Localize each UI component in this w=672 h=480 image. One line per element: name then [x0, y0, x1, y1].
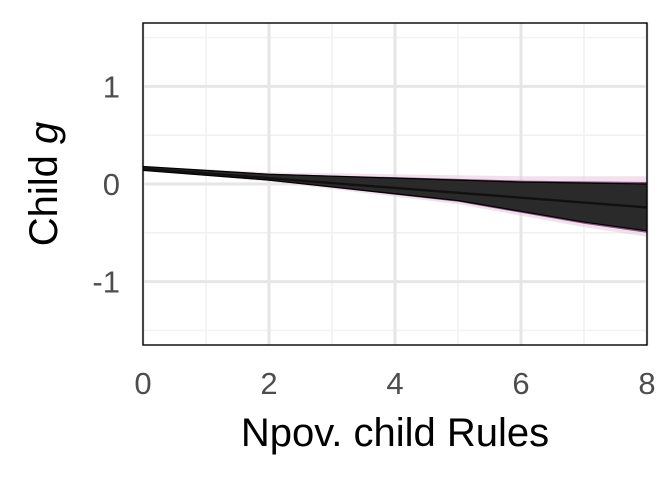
- x-tick-label: 2: [260, 366, 277, 401]
- band-upper-edge: [142, 165, 648, 185]
- x-tick-label: 4: [386, 366, 403, 401]
- x-axis-ticks: 0 2 4 6 8: [134, 366, 655, 401]
- band-lower-edge: [142, 169, 648, 232]
- x-tick-label: 8: [638, 366, 655, 401]
- x-axis-title: Npov. child Rules: [241, 411, 549, 455]
- y-tick-label: 0: [103, 167, 120, 202]
- y-tick-label: -1: [92, 265, 120, 300]
- fitted-line: [142, 167, 648, 209]
- y-axis-title-text: Child: [22, 144, 66, 246]
- x-tick-label: 6: [512, 366, 529, 401]
- y-axis-title: Child g: [22, 122, 66, 247]
- x-tick-label: 0: [134, 366, 151, 401]
- y-tick-label: 1: [103, 69, 120, 104]
- y-axis-title-italic: g: [22, 122, 66, 144]
- y-axis-ticks: -1 0 1: [92, 69, 120, 299]
- plot-border: [142, 22, 648, 346]
- chart-marks: [142, 165, 648, 237]
